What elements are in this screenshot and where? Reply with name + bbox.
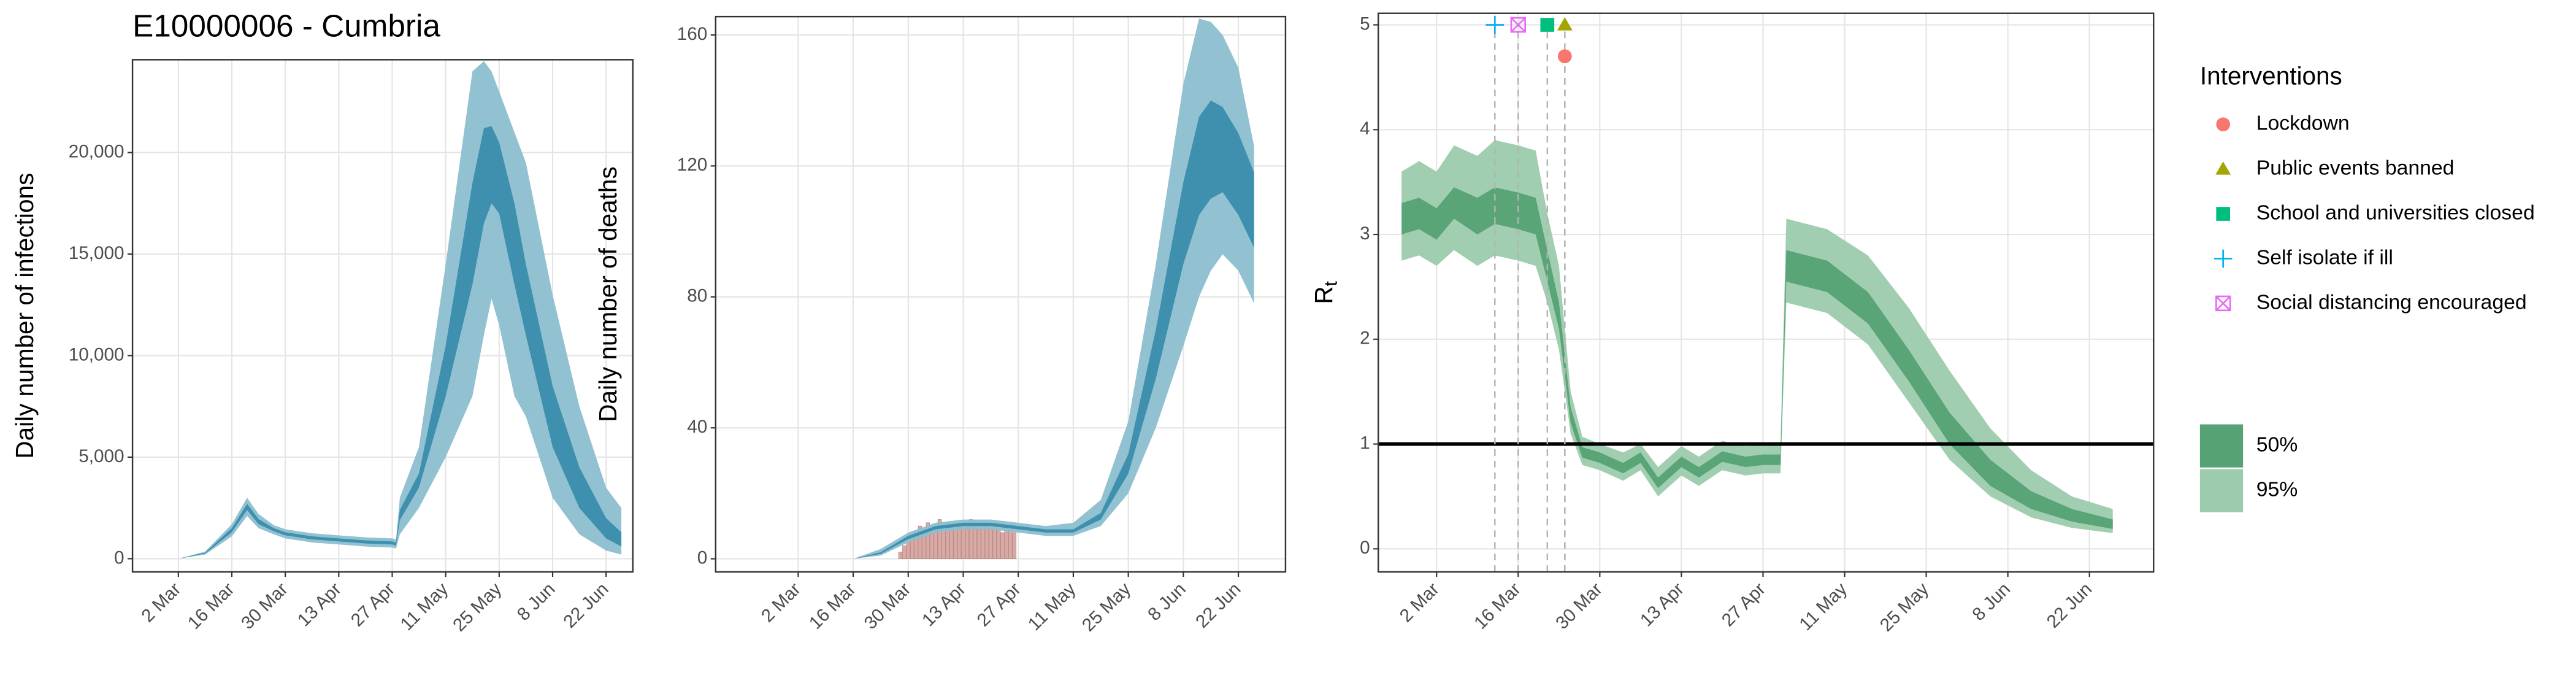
x-tick-label: 25 May — [1876, 579, 1933, 635]
plot-frame — [1377, 12, 2155, 573]
bar — [953, 525, 957, 559]
bar — [976, 529, 981, 559]
x-tick-label: 2 Mar — [757, 579, 805, 626]
band — [151, 126, 622, 559]
band — [1401, 140, 2113, 533]
bar — [996, 529, 1001, 559]
y-axis-label: Daily number of deaths — [594, 166, 622, 422]
x-tick-label: 25 May — [1078, 579, 1135, 635]
legend-label: Social distancing encouraged — [2256, 290, 2527, 314]
legend-symbol — [2216, 117, 2231, 132]
y-tick-label: 0 — [114, 547, 125, 568]
x-tick-label: 30 Mar — [1552, 579, 1606, 633]
bar — [902, 545, 907, 559]
bar — [965, 525, 970, 559]
y-axis-label-text: R — [1309, 286, 1337, 304]
y-tick-label: 40 — [687, 417, 707, 437]
y-tick-label: 80 — [687, 286, 707, 306]
intervention-point — [1485, 15, 1505, 34]
bar — [1012, 532, 1017, 559]
x-tick-label: 2 Mar — [1396, 579, 1443, 626]
y-tick-label: 0 — [697, 547, 708, 568]
x-tick-label: 16 Mar — [1470, 579, 1525, 633]
intervention-point — [1510, 17, 1526, 33]
band — [853, 18, 1254, 559]
x-tick-label: 8 Jun — [513, 579, 559, 625]
legend-label: Self isolate if ill — [2256, 245, 2393, 269]
legend-title: Interventions — [2200, 62, 2342, 90]
bar — [926, 522, 930, 559]
y-tick-label: 20,000 — [69, 141, 125, 161]
legend-label: 50% — [2256, 433, 2298, 457]
x-tick-label: 25 May — [449, 579, 505, 635]
plot-frame — [131, 59, 634, 573]
x-tick-label: 22 Jun — [2043, 579, 2096, 631]
intervention-point — [1557, 17, 1573, 31]
intervention-point — [1557, 49, 1572, 64]
x-tick-label: 27 Apr — [347, 579, 399, 630]
legend-symbol — [2215, 161, 2231, 175]
x-tick-label: 16 Mar — [805, 579, 860, 633]
x-tick-label: 27 Apr — [973, 579, 1025, 630]
legend-symbol — [2216, 207, 2231, 221]
chart-title: E10000006 - Cumbria — [132, 9, 440, 44]
bar — [989, 529, 993, 559]
x-tick-label: 8 Jun — [1968, 579, 2014, 625]
y-tick-label: 5 — [1360, 14, 1370, 34]
bar — [906, 542, 911, 559]
x-tick-label: 8 Jun — [1144, 579, 1190, 625]
legend-label: School and universities closed — [2256, 201, 2535, 224]
x-tick-label: 22 Jun — [1192, 579, 1244, 631]
bar — [973, 525, 978, 559]
x-tick-label: 2 Mar — [137, 579, 185, 626]
bar — [992, 525, 997, 559]
y-tick-label: 0 — [1360, 538, 1370, 558]
bar — [949, 525, 954, 559]
x-tick-label: 13 Apr — [1636, 579, 1688, 630]
y-tick-label: 15,000 — [69, 243, 125, 263]
x-tick-label: 11 May — [397, 579, 453, 635]
bar — [1008, 529, 1013, 559]
y-axis-label: Rt — [1309, 280, 1341, 304]
legend-label: Public events banned — [2256, 156, 2455, 180]
bar — [1000, 532, 1005, 559]
bar — [937, 519, 942, 559]
y-axis-label-text: Daily number of deaths — [594, 166, 622, 422]
y-tick-label: 4 — [1360, 118, 1370, 139]
y-tick-label: 5,000 — [79, 446, 124, 466]
x-tick-label: 30 Mar — [237, 579, 292, 633]
legend-symbol — [2214, 249, 2233, 268]
x-tick-label: 11 May — [1024, 579, 1080, 635]
x-tick-label: 22 Jun — [559, 579, 612, 631]
intervention-point — [1540, 18, 1555, 32]
y-tick-label: 10,000 — [69, 344, 125, 365]
x-tick-label: 27 Apr — [1718, 579, 1769, 630]
y-tick-label: 120 — [677, 155, 708, 175]
y-axis-label: Daily number of infections — [10, 173, 39, 459]
bar — [961, 529, 965, 559]
legend-label: Lockdown — [2256, 112, 2350, 135]
legend-swatch — [2199, 469, 2244, 512]
x-tick-label: 13 Apr — [918, 579, 970, 630]
x-tick-label: 16 Mar — [184, 579, 239, 633]
y-axis-label-subscript: t — [1321, 280, 1341, 286]
y-axis-label-text: Daily number of infections — [10, 173, 39, 459]
y-tick-label: 2 — [1360, 328, 1370, 349]
legend-swatch — [2199, 424, 2244, 468]
bar — [918, 525, 922, 559]
y-tick-label: 160 — [677, 24, 708, 44]
band — [853, 100, 1254, 559]
y-tick-label: 3 — [1360, 223, 1370, 244]
legend-label: 95% — [2256, 478, 2298, 501]
y-tick-label: 1 — [1360, 433, 1370, 453]
plot-frame — [715, 15, 1287, 573]
x-tick-label: 13 Apr — [294, 579, 345, 630]
legend-symbol — [2215, 295, 2231, 312]
x-tick-label: 11 May — [1795, 579, 1851, 635]
x-tick-label: 30 Mar — [861, 579, 915, 633]
bar — [941, 529, 946, 559]
bar — [898, 552, 903, 559]
bar — [984, 525, 989, 559]
